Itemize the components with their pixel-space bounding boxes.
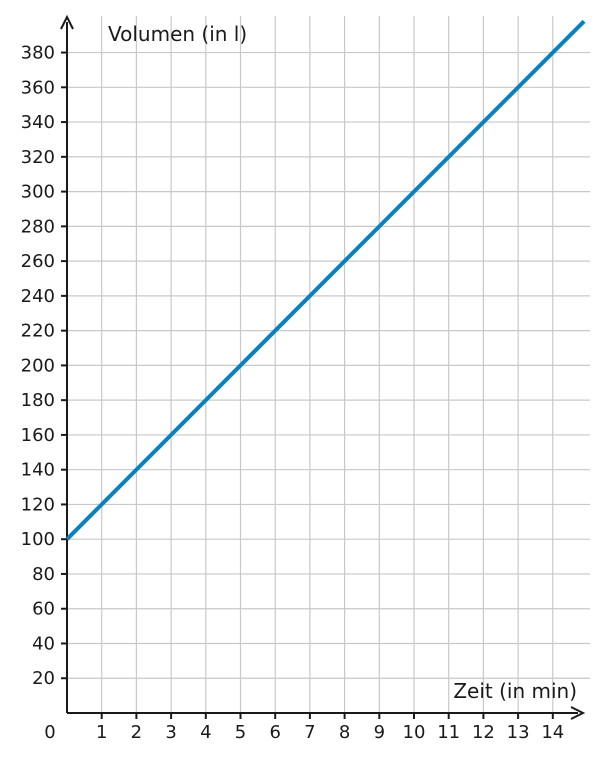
- y-tick-label: 140: [21, 460, 55, 481]
- series-line: [65, 19, 586, 541]
- y-axis-title: Volumen (in l): [108, 22, 247, 46]
- y-tick-label: 300: [21, 182, 55, 203]
- y-tick-label: 200: [21, 355, 55, 376]
- y-tick-label: 180: [21, 390, 55, 411]
- y-tick-label: 380: [21, 43, 55, 64]
- y-tick-label: 40: [32, 633, 55, 654]
- x-tick-label: 10: [403, 722, 426, 743]
- y-axis-arrow: [60, 14, 74, 30]
- x-tick-label: 8: [339, 722, 350, 743]
- x-tick-label: 11: [437, 722, 460, 743]
- x-tick-label: 3: [165, 722, 176, 743]
- x-tick-label: 6: [269, 722, 280, 743]
- y-tick-label: 80: [32, 564, 55, 585]
- y-tick-label: 120: [21, 494, 55, 515]
- x-tick-label: 13: [507, 722, 530, 743]
- x-tick-group: 1 2 3 4 5 6 7 8 9 10 11 12 13 14: [96, 713, 564, 743]
- y-tick-label: 240: [21, 286, 55, 307]
- y-tick-label: 340: [21, 112, 55, 133]
- series-group: [65, 19, 586, 541]
- y-tick-label: 60: [32, 599, 55, 620]
- chart-grid: [67, 16, 590, 713]
- x-tick-label: 4: [200, 722, 211, 743]
- y-tick-label: 320: [21, 147, 55, 168]
- x-tick-label: 14: [541, 722, 564, 743]
- x-tick-label: 9: [374, 722, 385, 743]
- x-tick-label: 5: [235, 722, 246, 743]
- y-tick-group: 20 40 60 80 100 120 140 160 180 200 220 240 260 280 30…: [21, 43, 67, 689]
- x-tick-label: 2: [131, 722, 142, 743]
- x-axis-arrow: [570, 706, 586, 720]
- x-axis-title: Zeit (in min): [453, 679, 577, 703]
- y-tick-label: 20: [32, 668, 55, 689]
- y-tick-label: 220: [21, 321, 55, 342]
- y-tick-label: 260: [21, 251, 55, 272]
- origin-label: 0: [44, 722, 55, 743]
- x-tick-label: 12: [472, 722, 495, 743]
- x-tick-label: 7: [304, 722, 315, 743]
- y-tick-label: 160: [21, 425, 55, 446]
- x-tick-label: 1: [96, 722, 107, 743]
- y-tick-label: 100: [21, 529, 55, 550]
- y-tick-label: 280: [21, 216, 55, 237]
- chart-axes: [60, 14, 586, 720]
- y-tick-label: 360: [21, 77, 55, 98]
